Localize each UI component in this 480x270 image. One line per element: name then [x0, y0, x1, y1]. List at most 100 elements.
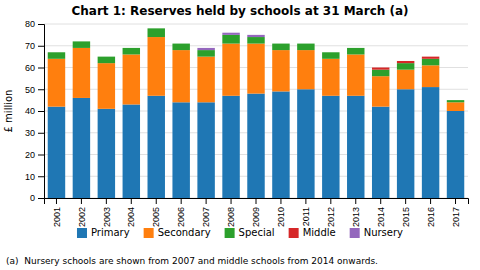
tick-mark: [81, 198, 82, 204]
legend-swatch: [289, 228, 299, 238]
tick: 80: [25, 19, 44, 29]
legend-label: Primary: [91, 227, 130, 238]
bar-segment: [397, 60, 414, 61]
bar-segment: [272, 44, 289, 51]
tick-label: 60: [25, 63, 35, 73]
series: [48, 28, 465, 102]
bar-segment: [397, 63, 414, 70]
bar-segment: [322, 52, 339, 53]
legend: PrimarySecondarySpecialMiddleNursery: [77, 227, 403, 238]
tick-label: 70: [25, 41, 35, 51]
tick: 2003: [102, 198, 112, 227]
legend-label: Middle: [303, 227, 336, 238]
tick-mark: [38, 89, 44, 90]
bar-segment: [297, 43, 314, 44]
tick-label: 2006: [176, 207, 186, 227]
tick: 50: [25, 85, 44, 95]
bar-segment: [222, 33, 239, 35]
tick-label: 2015: [401, 207, 411, 227]
tick-mark: [256, 198, 257, 204]
tick: 2010: [276, 198, 286, 227]
bar-segment: [148, 37, 165, 96]
tick-mark: [280, 198, 281, 204]
axis-line: [45, 199, 469, 205]
legend-label: Nursery: [364, 227, 403, 238]
tick-label: 2008: [226, 207, 236, 227]
tick-mark: [38, 68, 44, 69]
axis-title: £ million: [3, 90, 14, 133]
legend-swatch: [350, 228, 360, 238]
tick: 2016: [426, 198, 436, 227]
tick: 2007: [201, 198, 211, 227]
grid: [44, 24, 468, 198]
tick: 2005: [151, 198, 161, 227]
bar-segment: [172, 43, 189, 44]
y-axis: 0 10 20 30 40 50 60 70 80: [25, 19, 45, 203]
tick-mark: [430, 198, 431, 204]
tick-mark: [156, 198, 157, 204]
tick: 2011: [301, 198, 311, 226]
tick-label: 2004: [126, 207, 136, 227]
tick-mark: [455, 198, 456, 204]
footnote: (a) Nursery schools are shown from 2007 …: [6, 256, 378, 266]
bar-segment: [372, 70, 389, 77]
tick-mark: [181, 198, 182, 204]
legend-swatch: [144, 228, 154, 238]
bar-segment: [247, 94, 264, 198]
bar-segment: [98, 63, 115, 109]
bar-segment: [272, 50, 289, 91]
title: Chart 1: Reserves held by schools at 31 …: [71, 4, 408, 18]
bar-segment: [372, 67, 389, 68]
bar-segment: [197, 48, 214, 50]
bar-segment: [347, 47, 364, 48]
tick: 2008: [226, 198, 236, 227]
tick-label: 30: [25, 128, 35, 138]
tick-label: 2017: [451, 207, 461, 227]
bar-segment: [148, 28, 165, 29]
tick: 2004: [126, 198, 136, 227]
bar-segment: [397, 61, 414, 63]
tick-mark: [38, 46, 44, 47]
legend-item: Secondary: [144, 227, 211, 238]
tick-label: 10: [25, 172, 35, 182]
bar-segment: [322, 96, 339, 198]
tick-mark: [56, 198, 57, 204]
tick-label: 40: [25, 106, 35, 116]
tick-label: 2002: [77, 207, 87, 227]
tick: 10: [25, 172, 44, 182]
series: [372, 57, 439, 70]
tick-mark: [355, 198, 356, 204]
tick: 2012: [326, 198, 336, 227]
bar-segment: [322, 52, 339, 53]
legend-label: Secondary: [158, 227, 211, 238]
tick-mark: [131, 198, 132, 204]
bar-segment: [222, 44, 239, 96]
bar-segment: [172, 43, 189, 44]
tick: 20: [25, 150, 44, 160]
tick-mark: [106, 198, 107, 204]
bar-segment: [73, 98, 90, 198]
tick-mark: [38, 198, 44, 199]
legend-swatch: [225, 228, 235, 238]
bar-segment: [48, 52, 65, 53]
bar-segment: [98, 56, 115, 57]
tick: 60: [25, 63, 44, 73]
tick-label: 2013: [351, 207, 361, 227]
bar-segment: [297, 89, 314, 198]
bar-segment: [422, 56, 439, 57]
bar-segment: [172, 44, 189, 51]
bar-segment: [447, 102, 464, 111]
bar-segment: [48, 52, 65, 53]
tick: 2017: [451, 198, 461, 227]
legend-item: Middle: [289, 227, 336, 238]
bar-segment: [123, 47, 140, 48]
bar-segment: [447, 100, 464, 101]
bar-segment: [297, 44, 314, 51]
tick-mark: [330, 198, 331, 204]
tick: 70: [25, 41, 44, 51]
bar-segment: [272, 43, 289, 44]
bar-segment: [247, 37, 264, 44]
bar-segment: [123, 47, 140, 48]
tick: 0: [30, 193, 44, 203]
bar-segment: [48, 107, 65, 198]
